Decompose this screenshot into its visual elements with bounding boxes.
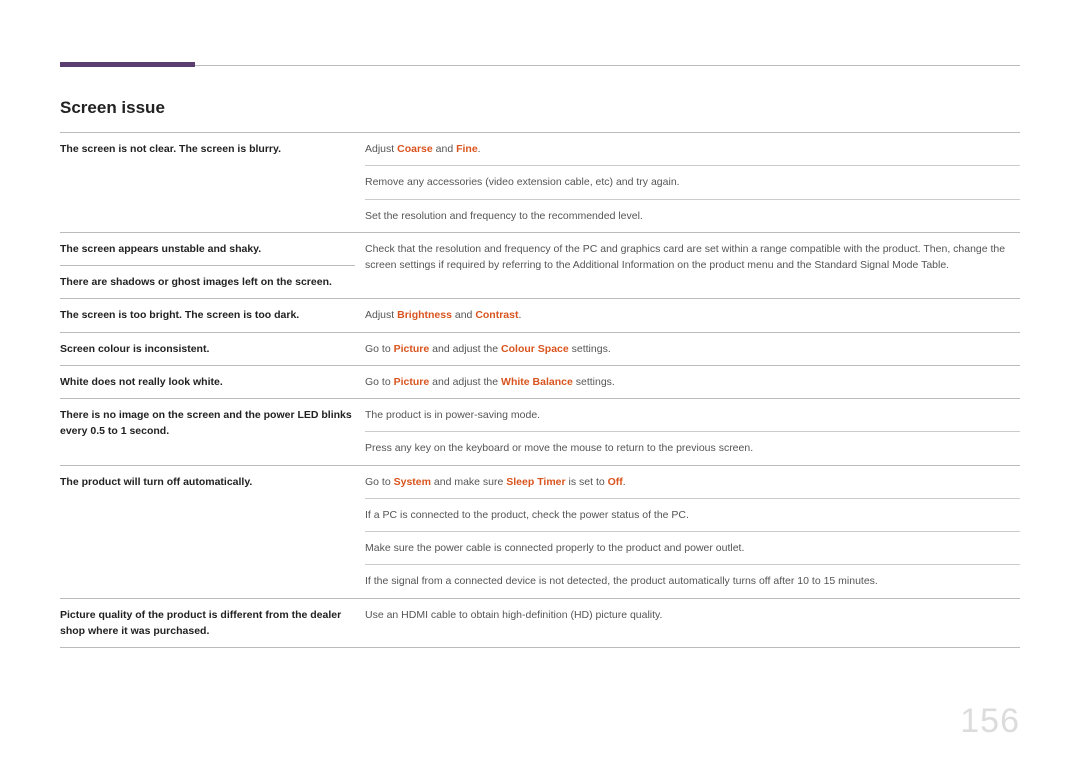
solution-text: The product is in power-saving mode. bbox=[365, 409, 540, 421]
highlight-text: Sleep Timer bbox=[506, 476, 565, 488]
table-row: Screen colour is inconsistent.Go to Pict… bbox=[60, 333, 1020, 366]
highlight-text: System bbox=[394, 476, 431, 488]
solution-text: Set the resolution and frequency to the … bbox=[365, 210, 643, 222]
solution-col: Go to Picture and adjust the Colour Spac… bbox=[365, 333, 1020, 365]
solution-text: If a PC is connected to the product, che… bbox=[365, 509, 689, 521]
highlight-text: Picture bbox=[394, 376, 430, 388]
table-row: The screen appears unstable and shaky.Th… bbox=[60, 233, 1020, 300]
solution-text: Check that the resolution and frequency … bbox=[365, 243, 1005, 271]
issue-text: The screen appears unstable and shaky. bbox=[60, 241, 355, 266]
issue-cell: The screen is not clear. The screen is b… bbox=[60, 133, 365, 232]
solution-text: . bbox=[623, 476, 626, 488]
issue-cell: The screen appears unstable and shaky.Th… bbox=[60, 233, 365, 299]
solution-cell: Go to System and make sure Sleep Timer i… bbox=[365, 466, 1020, 499]
solution-text: and adjust the bbox=[429, 376, 501, 388]
solution-cell: Use an HDMI cable to obtain high-definit… bbox=[365, 599, 1020, 631]
solution-text: Go to bbox=[365, 343, 394, 355]
highlight-text: Brightness bbox=[397, 309, 452, 321]
solution-cell: Go to Picture and adjust the Colour Spac… bbox=[365, 333, 1020, 365]
highlight-text: Picture bbox=[394, 343, 430, 355]
solution-text: Remove any accessories (video extension … bbox=[365, 176, 680, 188]
troubleshooting-table: The screen is not clear. The screen is b… bbox=[60, 132, 1020, 648]
solution-cell: Remove any accessories (video extension … bbox=[365, 166, 1020, 199]
solution-col: The product is in power-saving mode. Pres… bbox=[365, 399, 1020, 465]
solution-col: Go to Picture and adjust the White Balan… bbox=[365, 366, 1020, 398]
highlight-text: White Balance bbox=[501, 376, 573, 388]
section-heading: Screen issue bbox=[60, 98, 1020, 118]
solution-col: Check that the resolution and frequency … bbox=[365, 233, 1020, 299]
solution-text: . bbox=[518, 309, 521, 321]
table-row: The screen is too bright. The screen is … bbox=[60, 299, 1020, 332]
highlight-text: Contrast bbox=[475, 309, 518, 321]
table-row: The screen is not clear. The screen is b… bbox=[60, 133, 1020, 233]
solution-text: is set to bbox=[566, 476, 608, 488]
issue-cell: White does not really look white. bbox=[60, 366, 365, 398]
solution-text: Press any key on the keyboard or move th… bbox=[365, 442, 753, 454]
highlight-text: Off bbox=[608, 476, 623, 488]
solution-cell: Check that the resolution and frequency … bbox=[365, 233, 1020, 282]
issue-cell: Picture quality of the product is differ… bbox=[60, 599, 365, 648]
solution-cell: Adjust Coarse and Fine. bbox=[365, 133, 1020, 166]
solution-cell: Go to Picture and adjust the White Balan… bbox=[365, 366, 1020, 398]
table-row: Picture quality of the product is differ… bbox=[60, 599, 1020, 648]
solution-cell: Adjust Brightness and Contrast. bbox=[365, 299, 1020, 331]
solution-text: If the signal from a connected device is… bbox=[365, 575, 878, 587]
solution-text: settings. bbox=[573, 376, 615, 388]
solution-text: settings. bbox=[569, 343, 611, 355]
solution-col: Use an HDMI cable to obtain high-definit… bbox=[365, 599, 1020, 648]
issue-text: There are shadows or ghost images left o… bbox=[60, 266, 355, 290]
highlight-text: Colour Space bbox=[501, 343, 569, 355]
top-rule bbox=[60, 65, 1020, 66]
page-number: 156 bbox=[960, 702, 1020, 741]
solution-col: Adjust Brightness and Contrast. bbox=[365, 299, 1020, 331]
solution-text: Adjust bbox=[365, 143, 397, 155]
highlight-text: Fine bbox=[456, 143, 478, 155]
table-row: The product will turn off automatically.… bbox=[60, 466, 1020, 599]
solution-text: Make sure the power cable is connected p… bbox=[365, 542, 744, 554]
solution-cell: If a PC is connected to the product, che… bbox=[365, 499, 1020, 532]
highlight-text: Coarse bbox=[397, 143, 433, 155]
solution-text: Use an HDMI cable to obtain high-definit… bbox=[365, 609, 662, 621]
solution-text: . bbox=[478, 143, 481, 155]
issue-cell: There is no image on the screen and the … bbox=[60, 399, 365, 465]
solution-col: Go to System and make sure Sleep Timer i… bbox=[365, 466, 1020, 598]
solution-cell: If the signal from a connected device is… bbox=[365, 565, 1020, 597]
solution-text: Adjust bbox=[365, 309, 397, 321]
solution-text: and bbox=[452, 309, 475, 321]
solution-cell: Press any key on the keyboard or move th… bbox=[365, 432, 1020, 464]
solution-col: Adjust Coarse and Fine. Remove any access… bbox=[365, 133, 1020, 232]
solution-cell: Make sure the power cable is connected p… bbox=[365, 532, 1020, 565]
solution-text: and bbox=[433, 143, 456, 155]
solution-text: and adjust the bbox=[429, 343, 501, 355]
accent-bar bbox=[60, 62, 195, 67]
solution-text: Go to bbox=[365, 476, 394, 488]
solution-text: Go to bbox=[365, 376, 394, 388]
issue-cell: The screen is too bright. The screen is … bbox=[60, 299, 365, 331]
issue-cell: The product will turn off automatically. bbox=[60, 466, 365, 598]
solution-text: and make sure bbox=[431, 476, 506, 488]
table-row: White does not really look white.Go to P… bbox=[60, 366, 1020, 399]
solution-cell: The product is in power-saving mode. bbox=[365, 399, 1020, 432]
issue-cell: Screen colour is inconsistent. bbox=[60, 333, 365, 365]
table-row: There is no image on the screen and the … bbox=[60, 399, 1020, 466]
solution-cell: Set the resolution and frequency to the … bbox=[365, 200, 1020, 232]
